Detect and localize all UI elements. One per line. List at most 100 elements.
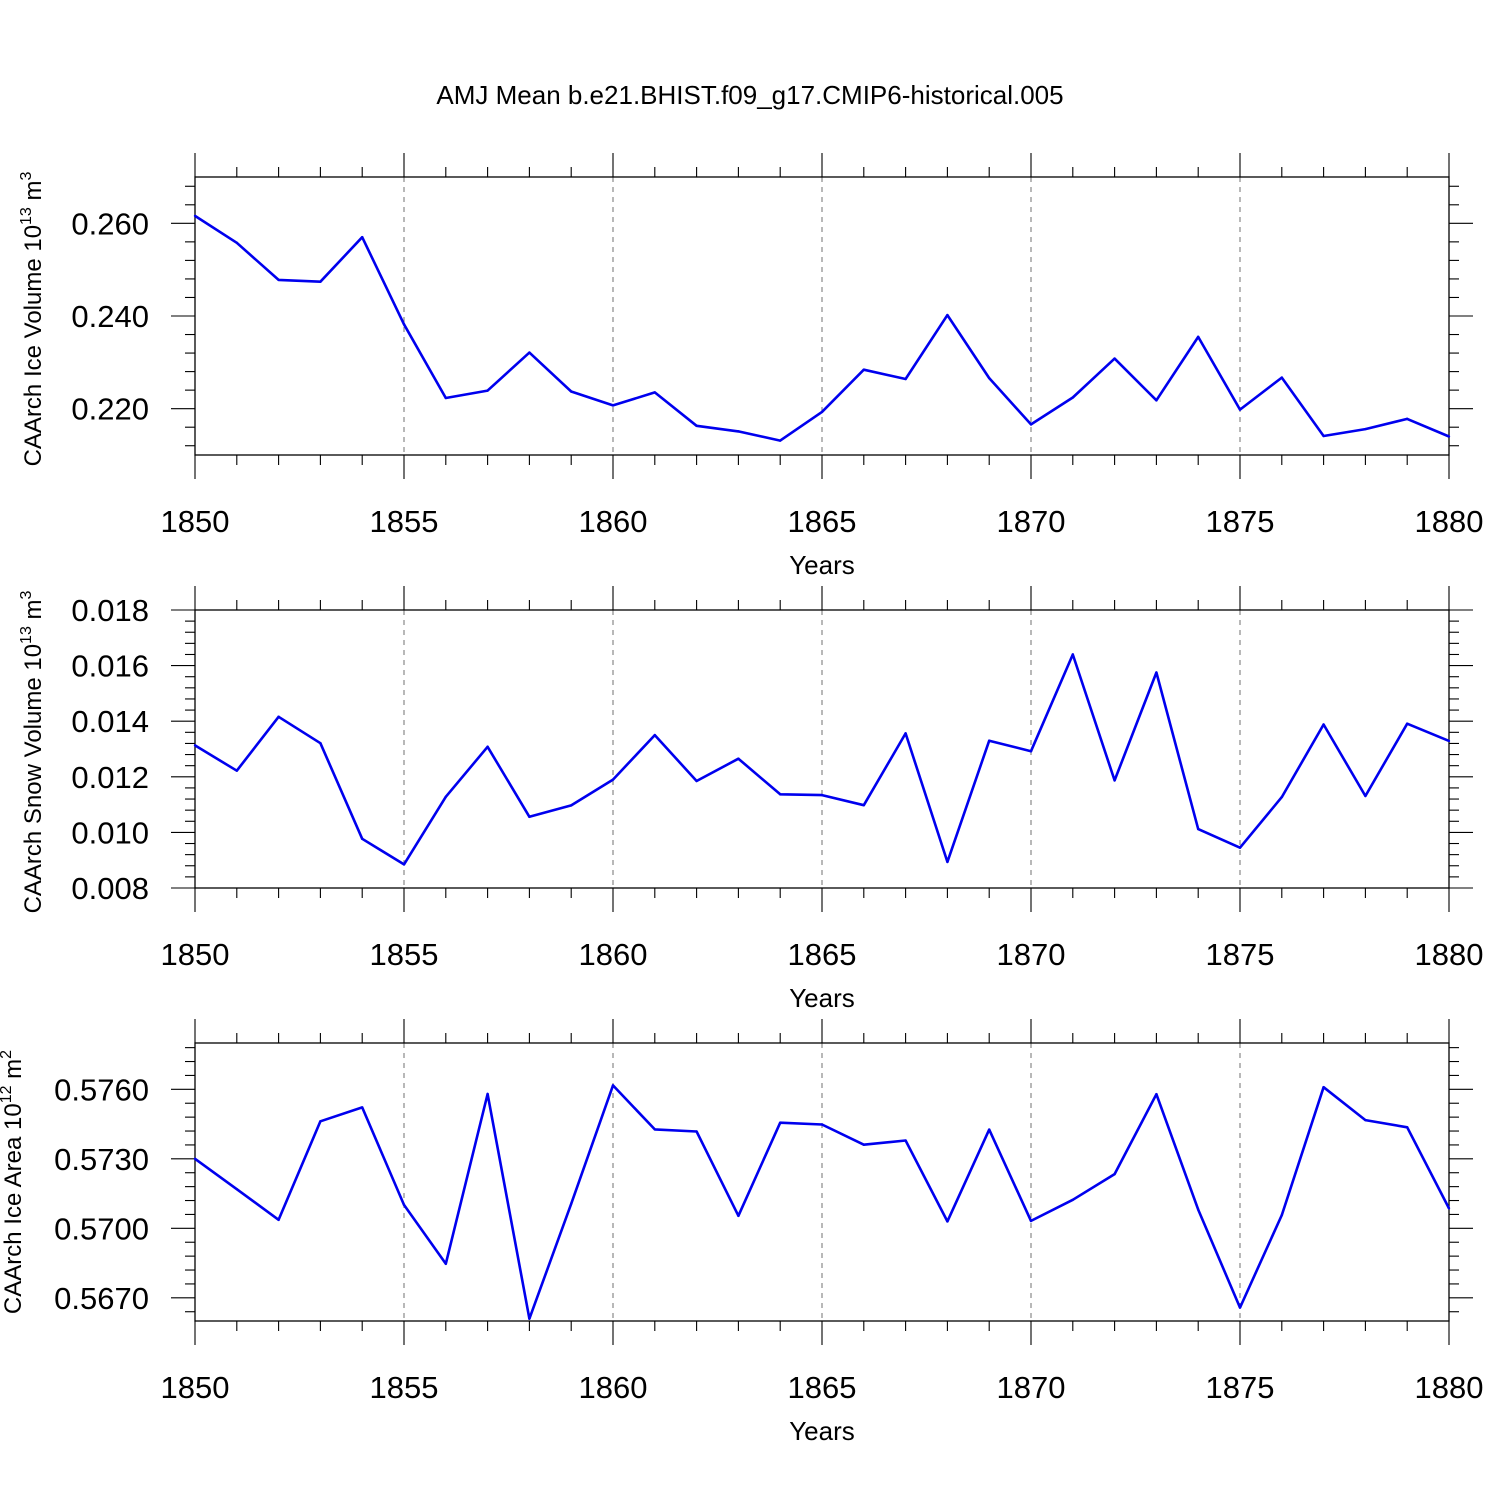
data-point (1155, 399, 1158, 402)
data-point (1406, 722, 1409, 725)
x-tick-label: 1880 (1415, 504, 1484, 539)
data-point (737, 757, 740, 760)
data-point (737, 1214, 740, 1218)
y-tick-label: 0.240 (71, 299, 149, 334)
data-point (1447, 1207, 1451, 1210)
data-point (653, 391, 656, 394)
data-point (1113, 357, 1116, 360)
data-point (1280, 376, 1284, 379)
data-point (402, 863, 406, 866)
data-point (235, 1187, 238, 1191)
data-point (1447, 739, 1451, 743)
data-point (779, 439, 782, 442)
data-point (611, 778, 615, 781)
panels: 1850 1855 1860 1865 1870 1875 1880 0.220 0.240 0.… (0, 153, 1483, 1446)
y-tick-label: 0.5730 (54, 1142, 149, 1177)
data-point (820, 1123, 824, 1126)
data-point (444, 1262, 447, 1265)
data-point (820, 793, 824, 797)
chart-panel-3: 1850 1855 1860 1865 1870 1875 1880 0.5670 0.5700… (0, 1019, 1483, 1446)
x-tick-label: 1865 (788, 504, 857, 539)
x-tick-label: 1855 (370, 504, 439, 539)
data-point (361, 236, 364, 239)
y-tick-label: 0.018 (71, 593, 149, 628)
data-point (1071, 396, 1075, 399)
x-tick-label: 1870 (997, 504, 1066, 539)
y-axis-label: CAArch Ice Area 1012 m2 (0, 1050, 27, 1314)
x-axis-label: Years (789, 550, 855, 580)
x-tick-label: 1880 (1415, 937, 1484, 972)
y-tick-label: 0.014 (71, 704, 149, 739)
data-point (319, 741, 322, 745)
data-point (319, 280, 322, 283)
data-point (319, 1120, 322, 1123)
data-point (277, 1218, 280, 1221)
x-tick-label: 1860 (579, 1370, 648, 1405)
data-point (235, 241, 238, 244)
data-point (486, 1092, 489, 1096)
data-point (904, 1139, 907, 1142)
x-tick-label: 1850 (161, 1370, 230, 1405)
data-point (946, 1220, 949, 1223)
data-point (695, 424, 698, 428)
data-point (570, 804, 573, 807)
data-point (277, 278, 280, 282)
y-tick-label: 0.5670 (54, 1281, 149, 1316)
data-point (1447, 435, 1451, 438)
data-point (1029, 750, 1033, 753)
data-point (193, 1157, 197, 1161)
data-point (988, 739, 991, 742)
data-point (402, 1203, 406, 1207)
data-point (1197, 1208, 1200, 1211)
x-tick-label: 1880 (1415, 1370, 1484, 1405)
data-point (1364, 794, 1367, 798)
data-point (486, 745, 489, 748)
data-point (235, 769, 238, 772)
data-point (988, 376, 991, 380)
data-point (779, 1121, 782, 1124)
data-point (862, 803, 865, 807)
data-point (1238, 846, 1242, 849)
data-point (695, 1130, 698, 1133)
data-point (1280, 795, 1284, 799)
x-tick-label: 1875 (1206, 504, 1275, 539)
y-tick-label: 0.260 (71, 206, 149, 241)
x-tick-label: 1860 (579, 937, 648, 972)
data-point (528, 351, 531, 354)
data-point (486, 389, 489, 392)
y-tick-label: 0.220 (71, 392, 149, 427)
data-point (862, 1143, 865, 1146)
x-tick-label: 1855 (370, 937, 439, 972)
x-tick-label: 1875 (1206, 937, 1275, 972)
x-tick-label: 1870 (997, 1370, 1066, 1405)
data-point (193, 214, 197, 218)
x-tick-label: 1870 (997, 937, 1066, 972)
y-tick-label: 0.008 (71, 871, 149, 906)
data-point (444, 396, 447, 400)
data-point (1280, 1213, 1284, 1217)
x-tick-label: 1875 (1206, 1370, 1275, 1405)
y-tick-label: 0.012 (71, 760, 149, 795)
x-axis-label: Years (789, 1416, 855, 1446)
data-point (277, 715, 280, 718)
data-point (1029, 1219, 1033, 1223)
data-point (1322, 723, 1325, 726)
chart-panel-2: 1850 1855 1860 1865 1870 1875 1880 0.008 0.010 0.… (18, 586, 1483, 1013)
data-point (1113, 779, 1116, 782)
data-point (779, 793, 782, 796)
data-point (1406, 1126, 1409, 1129)
data-point (402, 323, 406, 326)
data-point (1155, 671, 1158, 674)
data-point (528, 1317, 531, 1320)
data-point (1322, 434, 1325, 438)
y-tick-label: 0.010 (71, 815, 149, 850)
data-point (904, 377, 907, 381)
data-point (1071, 1198, 1075, 1202)
y-tick-label: 0.5700 (54, 1211, 149, 1246)
data-point (653, 733, 656, 737)
data-point (653, 1128, 656, 1131)
data-point (570, 390, 573, 393)
data-point (1364, 427, 1367, 431)
data-point (1029, 423, 1033, 426)
